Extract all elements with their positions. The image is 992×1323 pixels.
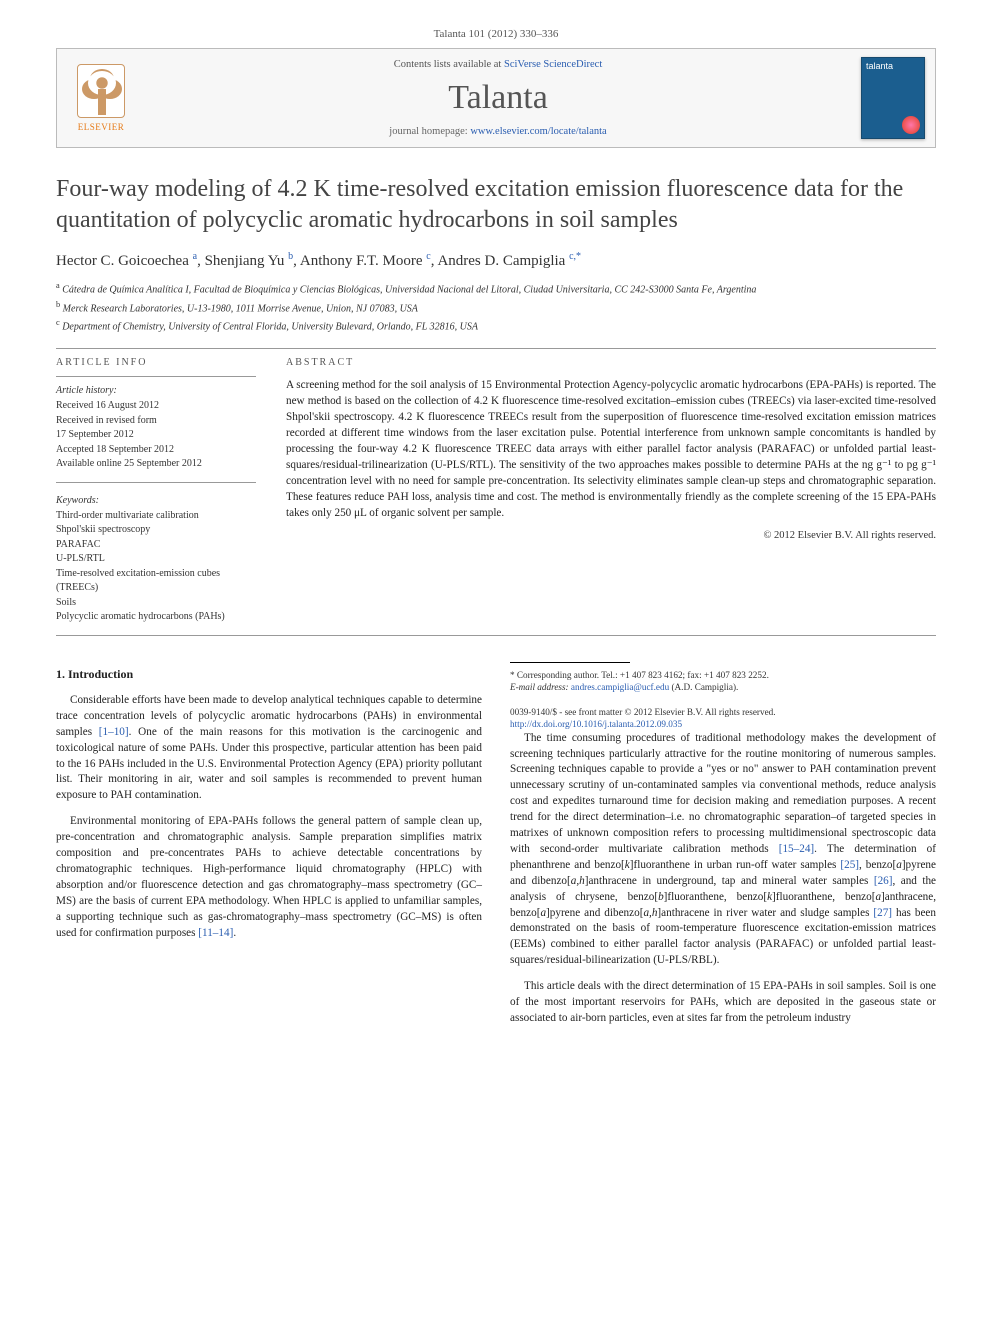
abstract-copyright: © 2012 Elsevier B.V. All rights reserved… xyxy=(286,530,936,541)
publisher-logo-box: ELSEVIER xyxy=(57,49,145,147)
meta-row: ARTICLE INFO Article history: Received 1… xyxy=(56,357,936,625)
article-title: Four-way modeling of 4.2 K time-resolved… xyxy=(56,174,936,235)
abstract-block: ABSTRACT A screening method for the soil… xyxy=(286,357,936,625)
article-info: ARTICLE INFO Article history: Received 1… xyxy=(56,357,256,625)
keyword: PARAFAC xyxy=(56,538,256,553)
affiliation-c: c Department of Chemistry, University of… xyxy=(56,317,936,334)
ref-link[interactable]: [27] xyxy=(873,907,892,919)
history-line: Received in revised form xyxy=(56,414,256,429)
paragraph-2: Environmental monitoring of EPA-PAHs fol… xyxy=(56,814,482,941)
section-1-heading: 1. Introduction xyxy=(56,666,482,683)
paragraph-4: This article deals with the direct deter… xyxy=(510,979,936,1027)
author-3: Anthony F.T. Moore c xyxy=(300,253,431,269)
top-citation: Talanta 101 (2012) 330–336 xyxy=(56,28,936,40)
header-center: Contents lists available at SciVerse Sci… xyxy=(145,49,851,147)
elsevier-logo: ELSEVIER xyxy=(67,59,135,137)
cover-box: talanta xyxy=(851,49,935,147)
homepage-line: journal homepage: www.elsevier.com/locat… xyxy=(153,126,843,137)
ref-link[interactable]: [15–24] xyxy=(779,843,814,855)
corr-tel-fax: * Corresponding author. Tel.: +1 407 823… xyxy=(510,669,936,681)
paragraph-1: Considerable efforts have been made to d… xyxy=(56,693,482,804)
affiliations: a Cátedra de Química Analítica I, Facult… xyxy=(56,280,936,334)
cover-graphic-icon xyxy=(902,116,920,134)
abstract-heading: ABSTRACT xyxy=(286,357,936,368)
ref-link[interactable]: [25] xyxy=(840,859,859,871)
paper-page: Talanta 101 (2012) 330–336 ELSEVIER Cont… xyxy=(0,0,992,1067)
keyword: Soils xyxy=(56,596,256,611)
journal-cover-thumb: talanta xyxy=(861,57,925,139)
abstract-text: A screening method for the soil analysis… xyxy=(286,378,936,521)
ref-link[interactable]: [26] xyxy=(874,875,893,887)
affiliation-a: a Cátedra de Química Analítica I, Facult… xyxy=(56,280,936,297)
authors-line: Hector C. Goicoechea a, Shenjiang Yu b, … xyxy=(56,251,936,270)
footnote-block: * Corresponding author. Tel.: +1 407 823… xyxy=(510,662,936,731)
email-label: E-mail address: xyxy=(510,682,571,692)
affiliation-b: b Merck Research Laboratories, U-13-1980… xyxy=(56,299,936,316)
corr-email-line: E-mail address: andres.campiglia@ucf.edu… xyxy=(510,681,936,693)
publisher-name: ELSEVIER xyxy=(78,122,125,132)
email-suffix: (A.D. Campiglia). xyxy=(669,682,738,692)
contents-line: Contents lists available at SciVerse Sci… xyxy=(153,59,843,70)
keyword: Third-order multivariate calibration xyxy=(56,509,256,524)
author-2: Shenjiang Yu b xyxy=(205,253,294,269)
history-heading: Article history: xyxy=(56,385,256,396)
sciencedirect-link[interactable]: SciVerse ScienceDirect xyxy=(504,59,602,70)
footnote-separator xyxy=(510,662,630,663)
body-columns: 1. Introduction Considerable efforts hav… xyxy=(56,662,936,1027)
rule-bottom xyxy=(56,635,936,636)
contents-prefix: Contents lists available at xyxy=(394,59,504,70)
homepage-prefix: journal homepage: xyxy=(389,126,470,137)
rule-top xyxy=(56,348,936,349)
keyword: U-PLS/RTL xyxy=(56,552,256,567)
corr-email-link[interactable]: andres.campiglia@ucf.edu xyxy=(571,682,669,692)
ref-link[interactable]: [1–10] xyxy=(99,726,129,738)
history-line: Received 16 August 2012 xyxy=(56,399,256,414)
journal-header: ELSEVIER Contents lists available at Sci… xyxy=(56,48,936,148)
author-1: Hector C. Goicoechea a xyxy=(56,253,197,269)
ref-link[interactable]: [11–14] xyxy=(198,927,233,939)
article-info-heading: ARTICLE INFO xyxy=(56,357,256,368)
doi-prefix-link[interactable]: http://dx.doi.org/ xyxy=(510,719,572,729)
homepage-link[interactable]: www.elsevier.com/locate/talanta xyxy=(470,126,606,137)
history-line: Available online 25 September 2012 xyxy=(56,457,256,472)
keyword: Shpol'skii spectroscopy xyxy=(56,523,256,538)
cover-title: talanta xyxy=(862,58,924,74)
rule-keywords xyxy=(56,482,256,483)
journal-name: Talanta xyxy=(153,79,843,117)
elsevier-tree-icon xyxy=(77,64,125,118)
rule-info xyxy=(56,376,256,377)
doi-link[interactable]: 10.1016/j.talanta.2012.09.035 xyxy=(572,719,682,729)
history-line: 17 September 2012 xyxy=(56,428,256,443)
keyword: Polycyclic aromatic hydrocarbons (PAHs) xyxy=(56,610,256,625)
keyword: Time-resolved excitation-emission cubes … xyxy=(56,567,256,596)
keywords-block: Keywords: Third-order multivariate calib… xyxy=(56,495,256,625)
doi-line: http://dx.doi.org/10.1016/j.talanta.2012… xyxy=(510,718,936,730)
author-4: Andres D. Campiglia c,* xyxy=(437,253,581,269)
page-footer: 0039-9140/$ - see front matter © 2012 El… xyxy=(510,706,936,731)
keywords-heading: Keywords: xyxy=(56,495,256,506)
corresponding-author-footnote: * Corresponding author. Tel.: +1 407 823… xyxy=(510,669,936,694)
history-line: Accepted 18 September 2012 xyxy=(56,443,256,458)
paragraph-3: The time consuming procedures of traditi… xyxy=(510,731,936,970)
issn-line: 0039-9140/$ - see front matter © 2012 El… xyxy=(510,706,936,718)
